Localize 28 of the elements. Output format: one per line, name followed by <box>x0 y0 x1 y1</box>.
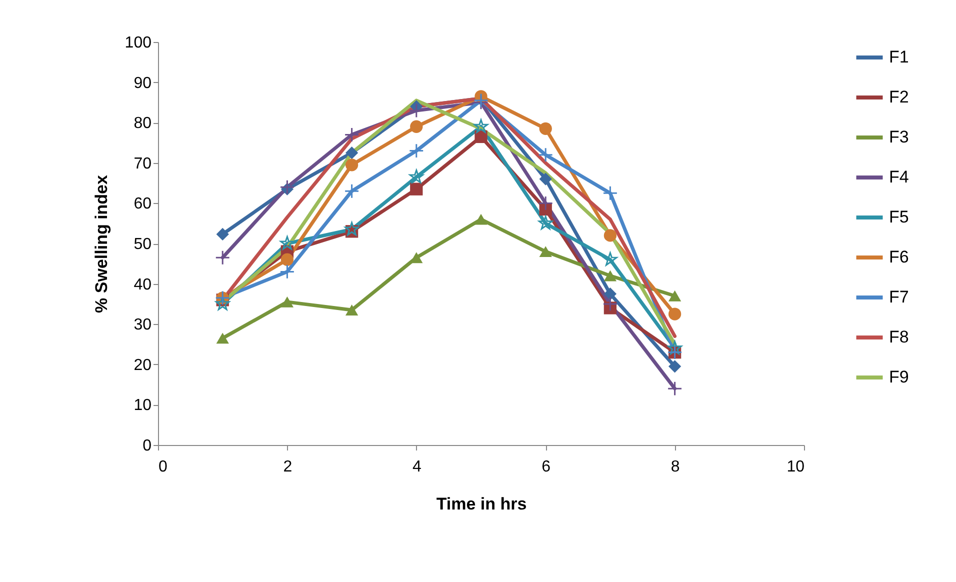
legend-label: F9 <box>889 368 909 386</box>
y-tick-label: 90 <box>134 74 152 92</box>
y-axis-title: % Swelling index <box>92 174 111 313</box>
x-tick-label: 2 <box>283 458 292 476</box>
y-tick-label: 10 <box>134 397 152 414</box>
legend-label: F4 <box>889 168 909 186</box>
legend-label: F7 <box>889 288 909 306</box>
y-tick-label: 100 <box>124 34 152 52</box>
x-tick-label: 6 <box>542 458 551 476</box>
x-axis-title: Time in hrs <box>436 494 527 514</box>
y-tick-label: 50 <box>134 236 152 253</box>
y-tick-label: 60 <box>134 196 152 213</box>
x-tick-label: 10 <box>786 458 805 476</box>
legend-label: F5 <box>889 208 909 226</box>
legend-label: F2 <box>889 88 909 106</box>
x-tick-label: 0 <box>158 458 168 476</box>
legend-label: F3 <box>889 128 909 146</box>
legend-label: F8 <box>889 328 909 346</box>
y-tick-label: 20 <box>134 356 152 374</box>
y-tick-label: 30 <box>134 316 152 334</box>
y-tick-label: 0 <box>142 438 152 454</box>
legend-label: F6 <box>889 248 909 266</box>
y-tick-label: 70 <box>134 155 152 172</box>
y-tick-label: 80 <box>134 115 152 132</box>
x-tick-label: 4 <box>412 458 422 476</box>
y-tick-label: 40 <box>134 276 152 294</box>
legend-label: F1 <box>889 48 909 66</box>
x-tick-label: 8 <box>670 458 680 476</box>
